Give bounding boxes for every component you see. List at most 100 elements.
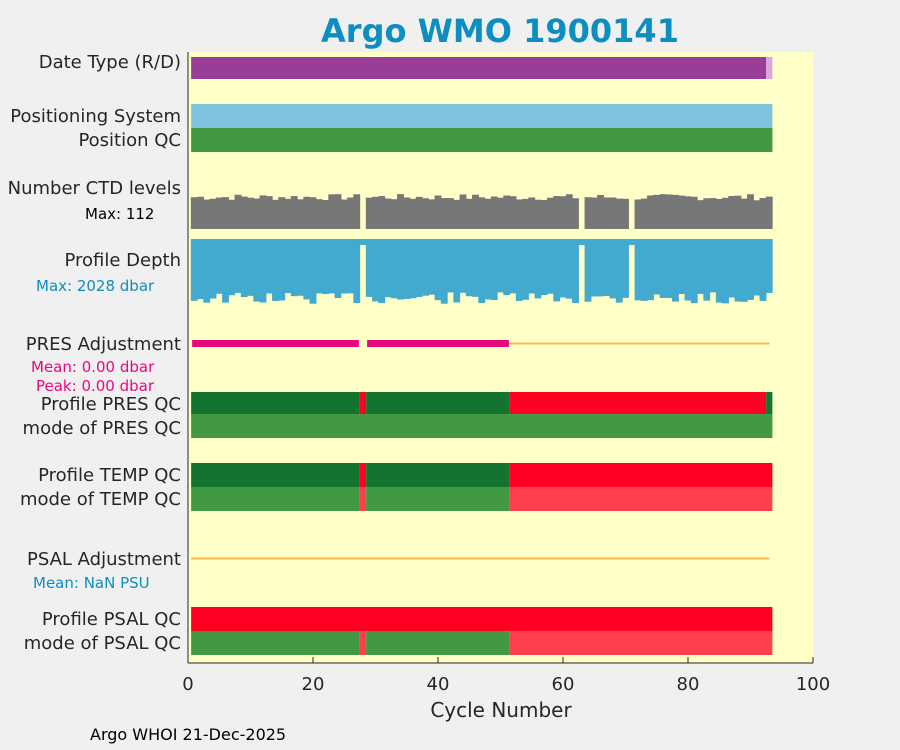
ctd-levels-bar [665, 194, 673, 229]
profile-depth-bar [465, 239, 473, 297]
profile-depth-bar [278, 239, 286, 301]
profile-depth-bar [484, 239, 492, 300]
ctd-levels-bar [372, 196, 379, 229]
profile-depth-bar [572, 239, 579, 303]
x-tick-label: 40 [426, 674, 450, 695]
x-tick-label: 20 [301, 674, 325, 695]
profile-depth-bar [353, 239, 361, 303]
profile-depth-bar [309, 239, 317, 304]
ctd-levels-bar [465, 198, 473, 229]
ctd-levels-bar [490, 196, 498, 229]
profile-depth-bar [509, 239, 517, 294]
profile-depth-bar [603, 239, 611, 296]
ctd-levels-bar [428, 199, 436, 229]
date-type-bar [191, 57, 767, 79]
profile-psal-qc-bar [191, 607, 773, 631]
ctd-levels-bar [209, 198, 217, 229]
profile-depth-bar [559, 239, 567, 298]
profile-temp-qc-bar [509, 463, 773, 487]
ctd-levels-bar [497, 197, 504, 229]
ctd-levels-bar [603, 197, 611, 229]
profile-depth-bar [315, 239, 323, 294]
profile-depth-bar [203, 239, 211, 303]
ctd-levels-bar [340, 199, 348, 229]
ctd-levels-bar [690, 196, 698, 229]
profile-depth-bar [390, 239, 398, 299]
profile-depth-bar [615, 239, 623, 303]
profile-depth-bar [347, 239, 354, 294]
ctd-levels-bar [553, 196, 561, 229]
ctd-levels-bar [572, 198, 579, 229]
profile-depth-bar [609, 239, 617, 299]
ctd-levels-bar [347, 197, 354, 229]
profile-depth-bar [759, 239, 767, 301]
profile-depth-bar [303, 239, 311, 300]
profile-depth-bar [447, 239, 454, 293]
plot-area [188, 52, 813, 663]
ctd-levels-bar [565, 194, 573, 229]
ctd-levels-bar [397, 194, 404, 229]
psal-mean-label: Mean: NaN PSU [33, 574, 150, 592]
profile-depth-bar [334, 239, 342, 299]
ctd-levels-bar [672, 194, 679, 229]
ctd-levels-bar [447, 198, 454, 229]
ctd-levels-bar [390, 199, 398, 229]
ctd-levels-bar [709, 198, 717, 229]
ctd-levels-bar [328, 194, 336, 229]
ctd-levels-bar [228, 199, 236, 229]
profile-depth-bar [728, 239, 736, 298]
profile-depth-bar [678, 239, 686, 294]
profile-depth-bar [634, 239, 642, 301]
profile-depth-bar [365, 239, 373, 297]
profile-depth-bar [672, 239, 679, 302]
profile-depth-bar [265, 239, 273, 294]
profile-depth-bar [222, 239, 229, 303]
profile-temp-qc-bar [191, 463, 360, 487]
profile-depth-bar [459, 239, 467, 293]
profile-depth-bar [665, 239, 673, 299]
row-label-positioning-system: Positioning System [10, 106, 181, 127]
profile-depth-bar [647, 239, 654, 301]
ctd-levels-bar [434, 195, 442, 229]
row-label-pres-adjustment: PRES Adjustment [25, 334, 181, 355]
ctd-levels-bar [322, 199, 329, 229]
ctd-levels-bar [284, 198, 292, 229]
profile-pres-qc-bar [366, 392, 510, 414]
row-label-psal-adjustment: PSAL Adjustment [26, 549, 181, 570]
ctd-levels-bar [703, 198, 711, 229]
ctd-levels-bar [215, 197, 223, 229]
ctd-levels-bar [290, 196, 298, 229]
profile-depth-bar [197, 239, 204, 300]
ctd-levels-bar [378, 196, 386, 229]
ctd-levels-bar [722, 197, 729, 229]
ctd-levels-bar [584, 197, 592, 229]
row-label-date-type: Date Type (R/D) [38, 52, 181, 73]
profile-depth-bar [340, 239, 348, 294]
profile-depth-bar [478, 239, 486, 304]
ctd-levels-bar [459, 194, 467, 229]
profile-pres-qc-bar [359, 392, 367, 414]
profile-depth-bar [472, 239, 479, 297]
ctd-levels-bar [590, 197, 598, 229]
ctd-levels-bar [522, 198, 529, 229]
profile-depth-bar [522, 239, 529, 300]
ctd-levels-bar [734, 195, 742, 229]
ctd-levels-bar [422, 198, 429, 229]
mode-psal-qc-bar [509, 631, 773, 655]
profile-depth-bar [497, 239, 504, 293]
mode-temp-qc-bar [366, 487, 510, 511]
profile-pres-qc-bar [191, 392, 360, 414]
ctd-levels-bar [272, 199, 279, 229]
profile-depth-bar [409, 239, 417, 299]
profile-depth-bar [378, 239, 386, 304]
ctd-levels-bar [197, 196, 204, 229]
row-label-profile-psal-qc: Profile PSAL QC [41, 609, 181, 630]
profile-depth-bar [190, 239, 198, 301]
profile-depth-bar [590, 239, 598, 297]
profile-depth-bar-stub [628, 239, 635, 245]
profile-depth-bar [290, 239, 298, 297]
ctd-levels-bar [315, 199, 323, 229]
profile-depth-bar [715, 239, 723, 303]
pres-mean-label: Mean: 0.00 dbar [31, 358, 155, 376]
profile-depth-bar [534, 239, 542, 299]
